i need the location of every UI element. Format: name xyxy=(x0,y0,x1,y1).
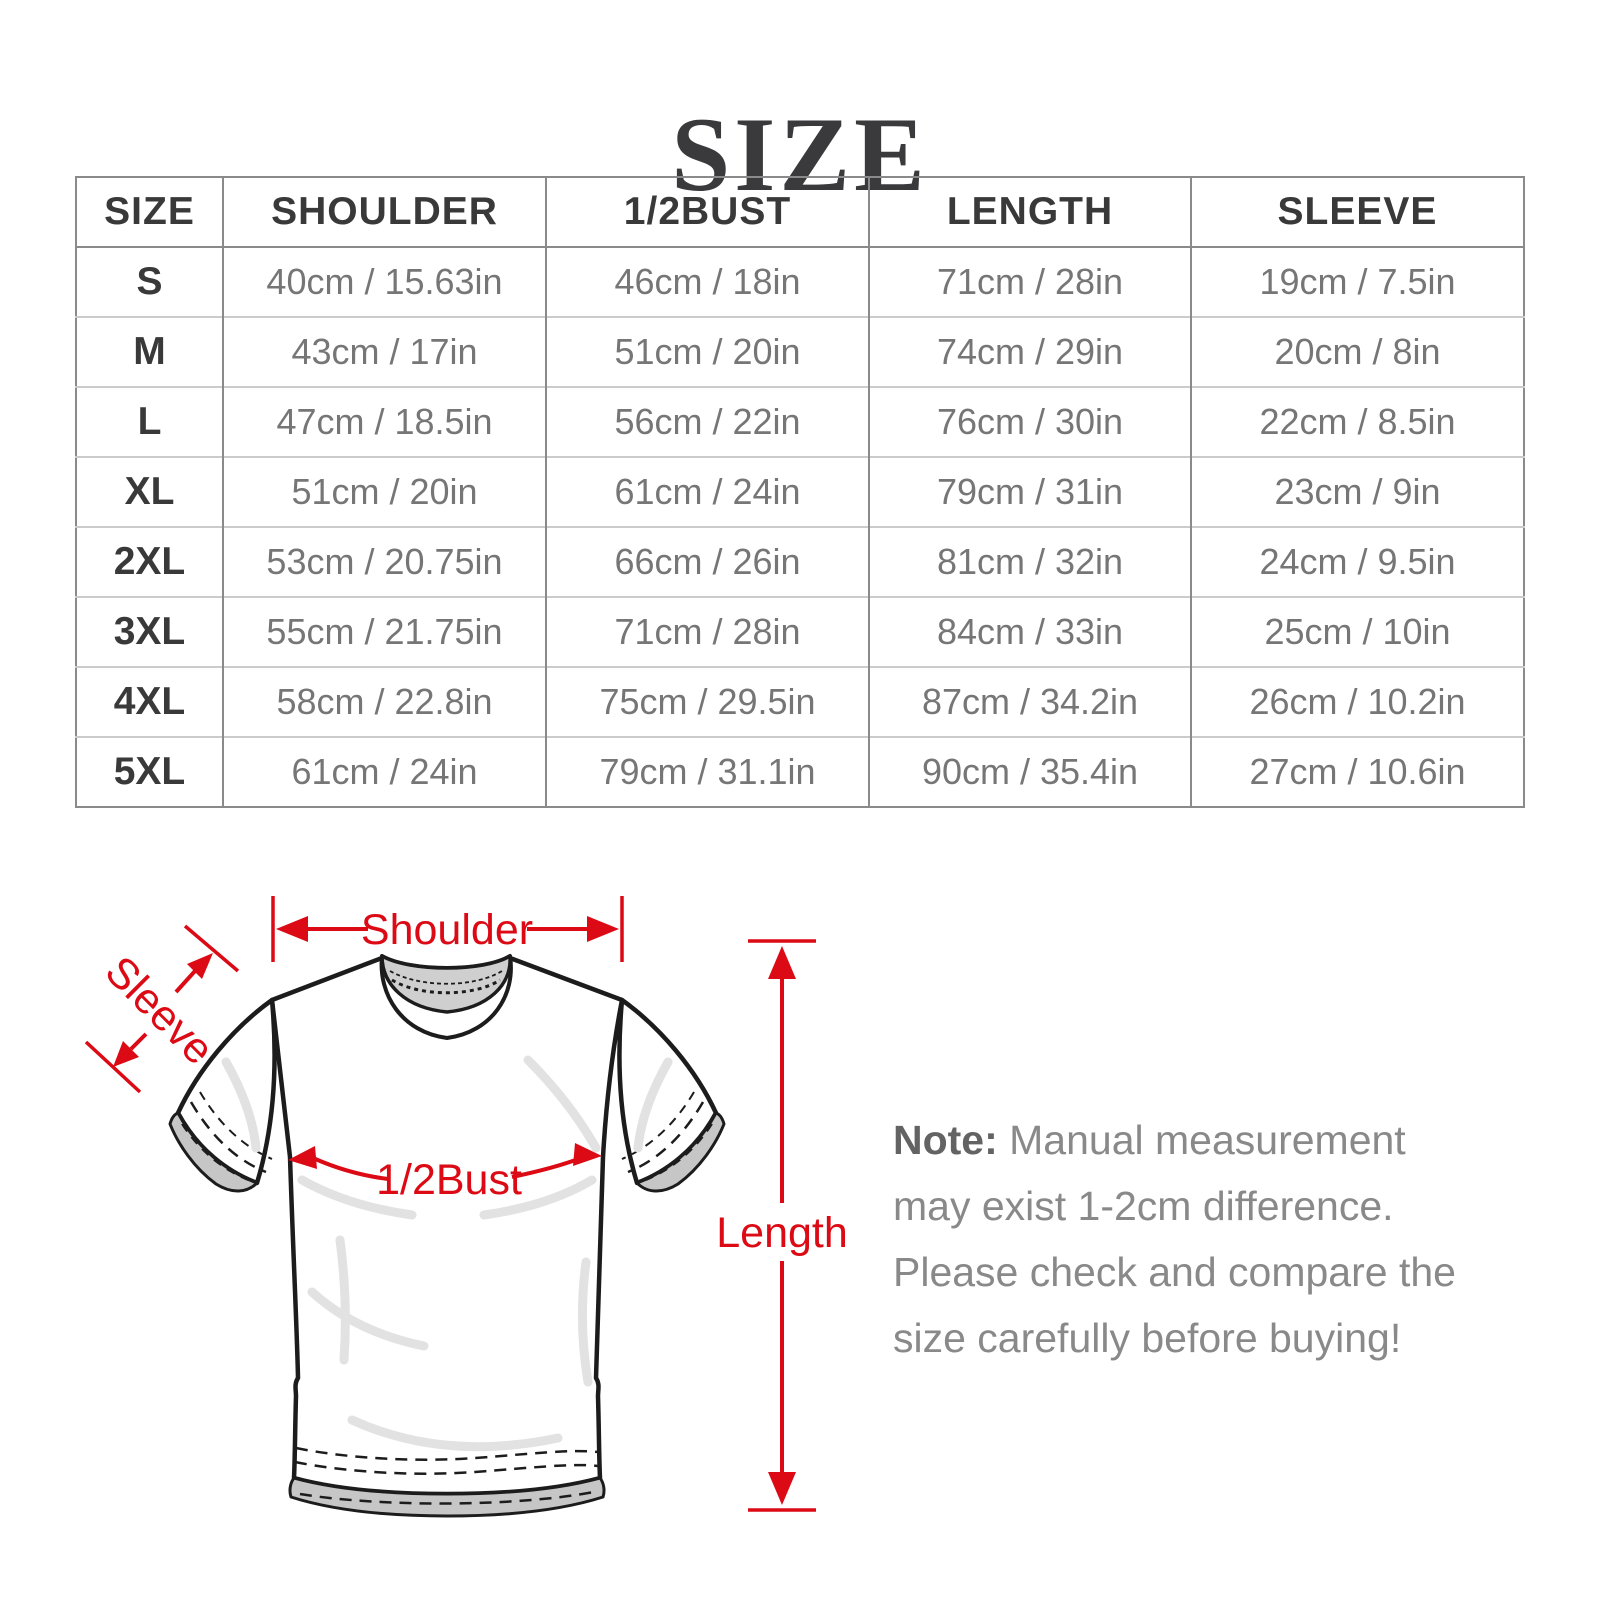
header-row: SIZE SHOULDER 1/2BUST LENGTH SLEEVE xyxy=(76,177,1524,248)
table-row: L 47cm / 18.5in 56cm / 22in 76cm / 30in … xyxy=(76,386,1524,457)
half-bust-value: 56cm / 22in xyxy=(545,386,869,457)
sleeve-value: 25cm / 10in xyxy=(1190,596,1524,667)
column-header-sleeve: SLEEVE xyxy=(1190,177,1524,248)
shoulder-value: 51cm / 20in xyxy=(222,456,546,527)
size-label: 4XL xyxy=(76,666,223,737)
bottom-hem xyxy=(288,1446,606,1518)
half-bust-value: 66cm / 26in xyxy=(545,526,869,597)
half-bust-value: 51cm / 20in xyxy=(545,316,869,387)
table-row: M 43cm / 17in 51cm / 20in 74cm / 29in 20… xyxy=(76,316,1524,387)
length-value: 81cm / 32in xyxy=(868,526,1191,597)
tshirt-measurement-diagram: Shoulder Sleeve 1/2Bust Length xyxy=(84,896,848,1518)
length-label: Length xyxy=(716,1209,848,1257)
length-value: 74cm / 29in xyxy=(868,316,1191,387)
tshirt-drawing xyxy=(168,954,726,1518)
size-label: 5XL xyxy=(76,736,223,807)
length-value: 87cm / 34.2in xyxy=(868,666,1191,737)
half-bust-value: 61cm / 24in xyxy=(545,456,869,527)
column-header-half-bust: 1/2BUST xyxy=(545,177,869,248)
sleeve-value: 26cm / 10.2in xyxy=(1190,666,1524,737)
half-bust-value: 71cm / 28in xyxy=(545,596,869,667)
size-label: M xyxy=(76,316,223,387)
sleeve-value: 20cm / 8in xyxy=(1190,316,1524,387)
shoulder-measure-arrow: Shoulder xyxy=(271,896,624,962)
shoulder-value: 47cm / 18.5in xyxy=(222,386,546,457)
half-bust-value: 79cm / 31.1in xyxy=(545,736,869,807)
shoulder-value: 58cm / 22.8in xyxy=(222,666,546,737)
shoulder-value: 40cm / 15.63in xyxy=(222,247,546,317)
table-row: 2XL 53cm / 20.75in 66cm / 26in 81cm / 32… xyxy=(76,526,1524,597)
length-measure-arrow: Length xyxy=(716,939,848,1512)
table-row: S 40cm / 15.63in 46cm / 18in 71cm / 28in… xyxy=(76,247,1524,317)
length-value: 76cm / 30in xyxy=(868,386,1191,457)
sleeve-value: 24cm / 9.5in xyxy=(1190,526,1524,597)
length-value: 71cm / 28in xyxy=(868,247,1191,317)
size-label: XL xyxy=(76,456,223,527)
sleeve-value: 22cm / 8.5in xyxy=(1190,386,1524,457)
collar xyxy=(379,954,513,1040)
column-header-length: LENGTH xyxy=(868,177,1191,248)
sleeve-value: 19cm / 7.5in xyxy=(1190,247,1524,317)
size-label: L xyxy=(76,386,223,457)
length-value: 84cm / 33in xyxy=(868,596,1191,667)
table-row: 3XL 55cm / 21.75in 71cm / 28in 84cm / 33… xyxy=(76,596,1524,667)
sleeve-value: 23cm / 9in xyxy=(1190,456,1524,527)
shoulder-value: 61cm / 24in xyxy=(222,736,546,807)
table-row: 5XL 61cm / 24in 79cm / 31.1in 90cm / 35.… xyxy=(76,736,1524,807)
column-header-shoulder: SHOULDER xyxy=(222,177,546,248)
fabric-wrinkles xyxy=(297,1055,601,1452)
size-table: SIZE SHOULDER 1/2BUST LENGTH SLEEVE S 40… xyxy=(75,176,1525,808)
column-header-size: SIZE xyxy=(76,177,223,248)
length-value: 90cm / 35.4in xyxy=(868,736,1191,807)
shoulder-value: 53cm / 20.75in xyxy=(222,526,546,597)
note-label: Note: xyxy=(893,1117,998,1163)
half-bust-measure-arrow: 1/2Bust xyxy=(288,1143,602,1204)
half-bust-value: 46cm / 18in xyxy=(545,247,869,317)
size-label: 3XL xyxy=(76,596,223,667)
shoulder-label: Shoulder xyxy=(361,906,533,954)
table-row: XL 51cm / 20in 61cm / 24in 79cm / 31in 2… xyxy=(76,456,1524,527)
half-bust-label: 1/2Bust xyxy=(376,1156,522,1204)
half-bust-value: 75cm / 29.5in xyxy=(545,666,869,737)
shoulder-value: 55cm / 21.75in xyxy=(222,596,546,667)
left-sleeve xyxy=(168,997,277,1193)
size-label: 2XL xyxy=(76,526,223,597)
shoulder-value: 43cm / 17in xyxy=(222,316,546,387)
sleeve-value: 27cm / 10.6in xyxy=(1190,736,1524,807)
right-sleeve xyxy=(617,997,726,1193)
note-body: Manual measurement may exist 1-2cm diffe… xyxy=(893,1117,1456,1361)
length-value: 79cm / 31in xyxy=(868,456,1191,527)
table-row: 4XL 58cm / 22.8in 75cm / 29.5in 87cm / 3… xyxy=(76,666,1524,737)
size-label: S xyxy=(136,260,163,303)
note-text: Note: Manual measurement may exist 1-2cm… xyxy=(893,1107,1478,1371)
